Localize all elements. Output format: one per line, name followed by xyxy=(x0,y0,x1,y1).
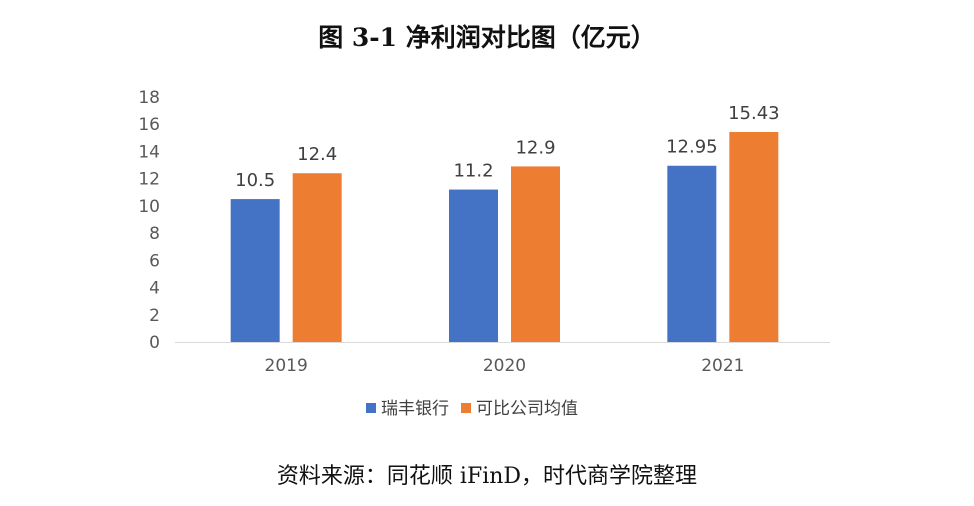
y-tick-label: 14 xyxy=(138,142,160,162)
y-tick-label: 16 xyxy=(138,115,160,135)
y-tick-label: 0 xyxy=(149,333,160,353)
x-tick-label: 2019 xyxy=(265,356,308,376)
data-label: 12.4 xyxy=(297,144,337,165)
data-label: 10.5 xyxy=(235,170,275,191)
chart-title: 图 3-1 净利润对比图（亿元） xyxy=(318,23,656,52)
data-label: 15.43 xyxy=(728,103,780,124)
bar-series1 xyxy=(449,189,498,342)
bar-series2 xyxy=(729,131,779,342)
data-label: 12.95 xyxy=(666,137,718,158)
y-tick-label: 12 xyxy=(138,170,160,190)
data-label: 11.2 xyxy=(453,161,493,182)
legend-swatch xyxy=(461,403,471,413)
data-label: 12.9 xyxy=(515,137,555,158)
x-tick-label: 2021 xyxy=(701,356,744,376)
bar-series2 xyxy=(511,166,560,342)
y-tick-label: 6 xyxy=(149,251,160,271)
y-tick-label: 10 xyxy=(138,197,160,217)
y-tick-label: 8 xyxy=(149,224,160,244)
bar-series1 xyxy=(230,199,280,342)
y-tick-label: 2 xyxy=(149,306,160,326)
bar-series2 xyxy=(292,173,342,342)
legend-label: 可比公司均值 xyxy=(476,399,578,419)
legend-label: 瑞丰银行 xyxy=(381,399,449,419)
bar-series1 xyxy=(667,165,717,342)
y-tick-label: 18 xyxy=(138,88,160,108)
source-note: 资料来源：同花顺 iFinD，时代商学院整理 xyxy=(276,464,698,489)
x-tick-label: 2020 xyxy=(483,356,526,376)
legend-swatch xyxy=(366,403,376,413)
y-tick-label: 4 xyxy=(149,279,160,299)
